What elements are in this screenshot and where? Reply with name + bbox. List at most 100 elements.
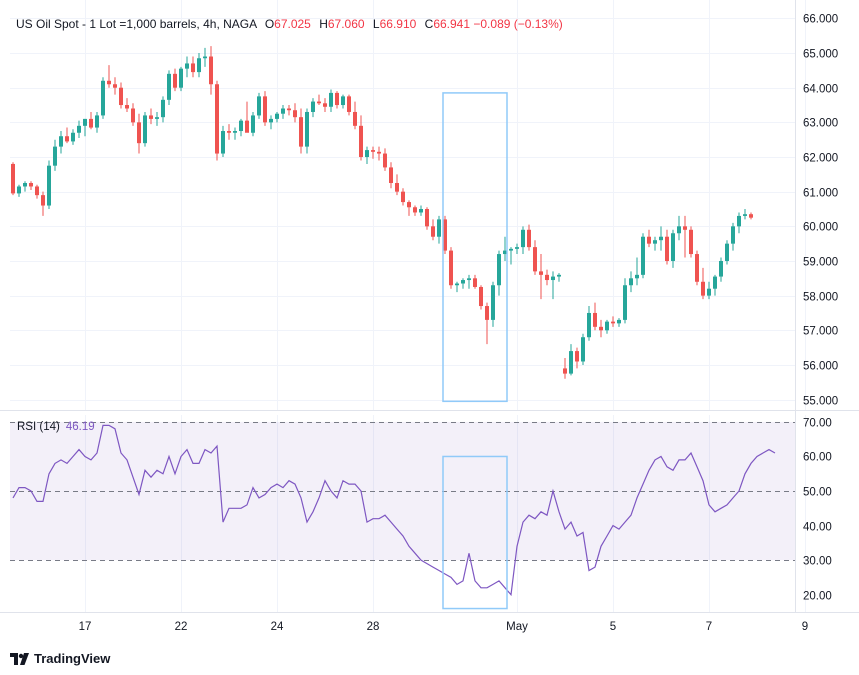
candle-up (101, 80, 105, 116)
candle-down (65, 136, 69, 142)
candle-down (683, 226, 687, 230)
rsi-tick-label: 50.00 (803, 487, 832, 499)
candle-down (695, 254, 699, 282)
time-tick-label: 9 (802, 621, 808, 633)
candle-up (617, 319, 621, 324)
candle-down (389, 167, 393, 184)
candle-up (305, 111, 309, 147)
time-tick-label: 22 (175, 621, 188, 633)
symbol-title[interactable]: US Oil Spot - 1 Lot =1,000 barrels, 4h, … (16, 17, 257, 31)
price-tick-label: 56.000 (803, 361, 838, 373)
price-tick-label: 66.000 (803, 14, 838, 26)
candle-up (161, 99, 165, 118)
candle-up (737, 215, 741, 227)
rsi-tick-label: 20.00 (803, 591, 832, 603)
price-highlight-box[interactable] (442, 92, 508, 403)
candle-up (503, 250, 507, 255)
candle-up (491, 285, 495, 320)
candle-up (671, 233, 675, 261)
candle-up (275, 113, 279, 119)
candle-down (413, 207, 417, 213)
tradingview-logo[interactable]: TradingView (10, 651, 110, 666)
candle-down (137, 122, 141, 144)
candle-up (467, 278, 471, 281)
candle-down (359, 125, 363, 158)
rsi-label[interactable]: RSI (14) (17, 421, 60, 433)
candle-up (197, 58, 201, 73)
candle-down (647, 236, 651, 244)
candle-up (311, 101, 315, 112)
candle-up (269, 118, 273, 123)
candle-down (173, 73, 177, 88)
candle-down (665, 236, 669, 261)
candle-up (329, 92, 333, 107)
candle-down (575, 351, 579, 362)
candle-up (509, 248, 513, 251)
highlight-boxes[interactable] (442, 92, 508, 610)
candle-down (347, 96, 351, 112)
candle-down (227, 131, 231, 133)
candle-down (89, 118, 93, 128)
candle-up (455, 283, 459, 286)
time-tick-label: May (506, 621, 528, 633)
candle-up (635, 274, 639, 279)
candle-down (323, 103, 327, 107)
candle-up (437, 219, 441, 237)
candle-down (563, 368, 567, 374)
candle-up (659, 236, 663, 241)
price-tick-label: 55.000 (803, 396, 838, 408)
candle-up (725, 243, 729, 261)
candle-down (611, 321, 615, 324)
change-value: −0.089 (−0.13%) (473, 17, 563, 31)
candle-up (515, 247, 519, 249)
candle-down (107, 80, 111, 85)
candle-up (569, 351, 573, 374)
candle-up (251, 115, 255, 133)
price-tick-label: 62.000 (803, 153, 838, 165)
candle-up (419, 209, 423, 213)
candle-down (407, 202, 411, 208)
price-tick-label: 60.000 (803, 222, 838, 234)
candle-up (179, 68, 183, 88)
candle-down (215, 84, 219, 154)
high-value: 67.060 (327, 17, 365, 31)
candle-down (479, 286, 483, 307)
candle-down (11, 163, 15, 194)
candle-down (263, 96, 267, 123)
time-tick-label: 5 (610, 621, 616, 633)
candle-down (701, 281, 705, 296)
candle-up (281, 108, 285, 114)
candle-down (431, 226, 435, 237)
candle-up (233, 131, 237, 133)
time-tick-label: 7 (706, 621, 712, 633)
candle-down (191, 63, 195, 73)
candle-down (41, 195, 45, 206)
candle-up (557, 274, 561, 277)
candle-up (185, 63, 189, 69)
candle-up (155, 117, 159, 119)
open-value: 67.025 (274, 17, 311, 31)
rsi-line (12, 424, 776, 597)
price-tick-label: 64.000 (803, 84, 838, 96)
candle-down (749, 214, 753, 218)
time-tick-label: 28 (367, 621, 380, 633)
candle-up (203, 56, 207, 59)
candle-down (401, 191, 405, 203)
candle-up (239, 120, 243, 132)
candle-up (605, 321, 609, 331)
rsi-tick-label: 30.00 (803, 556, 832, 568)
price-tick-label: 57.000 (803, 326, 838, 338)
rsi-highlight-box[interactable] (442, 455, 508, 610)
candle-up (221, 131, 225, 154)
close-label: C (424, 17, 434, 31)
candle-down (593, 312, 597, 327)
candle-up (587, 312, 591, 338)
low-label: L (372, 17, 380, 31)
candle-down (377, 151, 381, 154)
candle-down (383, 153, 387, 168)
candle-down (119, 87, 123, 106)
rsi-tick-label: 70.00 (803, 418, 832, 430)
candle-down (395, 183, 399, 192)
candle-down (287, 108, 291, 111)
